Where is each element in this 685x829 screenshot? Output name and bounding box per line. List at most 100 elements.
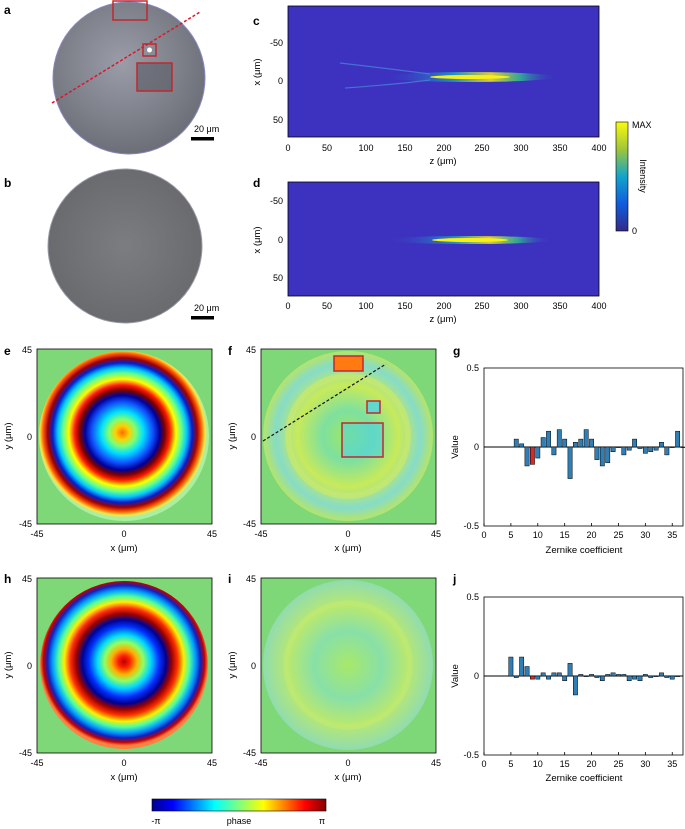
c-y-tick: 50 [273,115,283,125]
chart-g-x-tick-label: 30 [640,530,650,540]
d-x-tick: 150 [397,301,412,311]
chart-j-x-tick-label: 30 [640,759,650,769]
i-y-tick: -45 [243,748,256,758]
phase-colorbar-max: π [319,816,325,826]
roi-box-small [142,43,157,57]
scale-bar-label-b: 20 μm [194,303,219,313]
chart-j-bar [589,674,594,677]
chart-g-bar [567,446,573,479]
chart-j-x-tick-label: 20 [587,759,597,769]
chart-j-bar [573,675,578,696]
g-y-axis-label: Value [450,435,461,459]
j-y-tick: 0.5 [466,592,479,602]
chart-g-bar [589,438,594,448]
f-x-tick: -45 [254,529,267,539]
chart-j-bar [675,675,681,677]
d-x-tick: 250 [474,301,489,311]
j-y-tick: -0.5 [463,750,479,760]
f-x-tick: 45 [431,529,441,539]
h-x-tick: -45 [30,758,43,768]
zernike-chart-g: 0.5 0 -0.5 Value Zernike coefficient 0 5 1… [450,363,685,556]
scale-bar-label-a: 20 μm [194,124,219,134]
panel-label-i: i [228,572,231,586]
chart-g-bar [610,446,616,452]
h-x-tick: 45 [207,758,217,768]
zernike-chart-j: 0.5 0 -0.5 Value Zernike coefficient 0 5 1… [450,592,684,784]
chart-g-x-tick-label: 25 [613,530,623,540]
c-y-tick: 0 [278,76,283,86]
i-x-tick: -45 [254,758,267,768]
chart-g-bar [626,446,632,451]
panel-label-d: d [253,176,260,190]
chart-j-bar [621,674,627,677]
chart-g-bar [632,438,637,448]
chart-j-bar [594,675,600,678]
chart-g-bar [519,443,525,448]
roi-box-defect-f [341,422,384,458]
scale-bar-a [191,137,214,141]
chart-g-x-tick-label: 20 [587,530,597,540]
chart-g-bar [616,446,621,448]
c-x-tick: 350 [552,143,567,153]
chart-g-bar [540,437,546,448]
chart-g-bar [513,438,519,448]
i-x-tick: 45 [431,758,441,768]
chart-j-bar [519,656,525,677]
d-y-tick: 0 [278,235,283,245]
chart-j-x-tick-label: 35 [667,759,677,769]
chart-g-bar [648,446,654,452]
chart-j-bar [642,674,648,677]
chart-g-bar [664,446,670,456]
phase-colorbar-min: -π [151,816,160,826]
cleave-line-f [262,363,387,442]
chart-j-bar [648,675,654,678]
phase-colorbar-label: phase [227,816,252,826]
c-x-ticks: 0 50 100 150 200 250 300 350 400 [285,143,606,153]
beam-focus-c [430,75,510,79]
beam-focus-d [432,238,508,242]
chart-j-x-tick-label: 25 [613,759,623,769]
h-y-tick: 45 [22,574,32,584]
chart-g-x-tick-label: 35 [667,530,677,540]
c-x-tick: 400 [591,143,606,153]
chart-j-x-tick-label: 15 [560,759,570,769]
chart-g-bar [659,442,664,448]
phase-map-e-rings [39,351,209,521]
g-x-axis-label: Zernike coefficient [546,545,623,556]
e-x-axis-label: x (μm) [110,543,137,554]
intensity-map-c [287,5,600,138]
d-x-tick: 100 [358,301,373,311]
chart-g-bar [562,438,568,448]
j-y-axis-label: Value [450,664,461,688]
chart-j-bar [546,675,551,680]
panel-label-g: g [453,344,460,358]
chart-g-bar [524,446,530,467]
intensity-colorbar-label: Intensity [638,159,648,193]
chart-g-bar [594,446,600,460]
cleave-line-a [51,11,201,104]
d-x-tick: 400 [591,301,606,311]
c-x-tick: 250 [474,143,489,153]
chart-j-bar [556,672,562,677]
panel-label-j: j [452,572,456,586]
g-y-tick: -0.5 [463,521,479,531]
chart-g-bar [573,442,578,448]
chart-j-bar [632,675,637,680]
c-x-tick: 100 [358,143,373,153]
chart-j-bar [562,675,568,681]
i-y-tick: 0 [251,661,256,671]
roi-box-defect [136,62,173,92]
panel-label-c: c [253,14,260,28]
chart-g-bar [605,446,611,464]
j-x-axis-label: Zernike coefficient [546,773,623,784]
c-x-tick: 300 [513,143,528,153]
d-x-ticks: 0 50 100 150 200 250 300 350 400 [285,301,606,311]
e-x-tick: -45 [30,529,43,539]
h-y-axis-label: y (μm) [3,651,14,678]
e-y-tick: -45 [19,519,32,529]
chart-j-bar [599,675,605,681]
chart-j-bar [578,674,584,677]
chart-g-bar [578,438,584,448]
d-y-tick: -50 [270,196,283,206]
